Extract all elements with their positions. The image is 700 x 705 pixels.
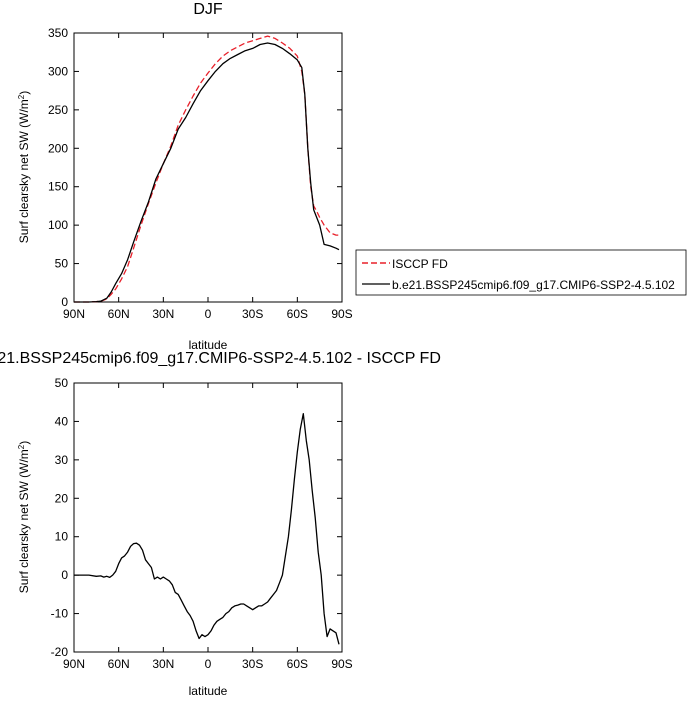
top-series-line-1 bbox=[74, 42, 340, 303]
bottom-y-tick-label: 30 bbox=[55, 453, 69, 467]
bottom-x-tick-label: 90S bbox=[331, 657, 352, 671]
bottom-x-ticks: 90N 60N 30N 0 30S 60S 90S bbox=[63, 383, 353, 671]
top-y-tick-label: 300 bbox=[48, 64, 68, 78]
top-x-tick-label: 30S bbox=[242, 307, 263, 321]
top-y-tick-label: 350 bbox=[48, 26, 68, 40]
top-y-tick-label: 100 bbox=[48, 218, 68, 232]
top-x-tick-label: 60S bbox=[287, 307, 308, 321]
top-series-lines bbox=[74, 35, 340, 303]
bottom-series-line-0 bbox=[74, 413, 340, 645]
top-x-axis-label: latitude bbox=[189, 338, 228, 352]
bottom-y-tick-label: 40 bbox=[55, 414, 69, 428]
bottom-x-tick-label: 0 bbox=[205, 657, 212, 671]
legend-label-isccp: ISCCP FD bbox=[392, 257, 448, 271]
bottom-y-tick-label: 10 bbox=[55, 530, 69, 544]
bottom-y-tick-label: 50 bbox=[55, 376, 69, 390]
bottom-x-axis-label: latitude bbox=[189, 684, 228, 698]
bottom-x-tick-label: 60N bbox=[108, 657, 130, 671]
bottom-x-tick-label: 30N bbox=[152, 657, 174, 671]
bottom-x-tick-label: 90N bbox=[63, 657, 85, 671]
top-x-ticks: 90N 60N 30N 0 30S 60S 90S bbox=[63, 33, 353, 321]
top-y-tick-label: 50 bbox=[55, 257, 69, 271]
top-y-tick-label: 0 bbox=[61, 295, 68, 309]
bottom-y-axis-label: Surf clearsky net SW (W/m2) bbox=[17, 441, 32, 593]
bottom-y-tick-label: 0 bbox=[61, 568, 68, 582]
bottom-panel: b.e21.BSSP245cmip6.f09_g17.CMIP6-SSP2-4.… bbox=[0, 350, 441, 698]
top-y-tick-label: 200 bbox=[48, 141, 68, 155]
bottom-y-tick-label: 20 bbox=[55, 491, 69, 505]
top-y-ticks: 0 50 100 150 200 250 300 350 bbox=[48, 26, 342, 309]
top-x-tick-label: 90N bbox=[63, 307, 85, 321]
bottom-chart-title: b.e21.BSSP245cmip6.f09_g17.CMIP6-SSP2-4.… bbox=[0, 350, 441, 367]
top-y-tick-label: 150 bbox=[48, 180, 68, 194]
bottom-x-tick-label: 60S bbox=[287, 657, 308, 671]
bottom-x-tick-label: 30S bbox=[242, 657, 263, 671]
top-x-tick-label: 0 bbox=[205, 307, 212, 321]
bottom-y-tick-label: -20 bbox=[51, 645, 69, 659]
top-series-line-0 bbox=[74, 35, 339, 303]
top-x-tick-label: 90S bbox=[331, 307, 352, 321]
top-x-tick-label: 60N bbox=[108, 307, 130, 321]
top-legend: ISCCP FD b.e21.BSSP245cmip6.f09_g17.CMIP… bbox=[355, 249, 687, 296]
top-y-tick-label: 250 bbox=[48, 103, 68, 117]
top-x-tick-label: 30N bbox=[152, 307, 174, 321]
legend-label-model: b.e21.BSSP245cmip6.f09_g17.CMIP6-SSP2-4.… bbox=[392, 278, 675, 292]
top-chart-title: DJF bbox=[193, 1, 223, 18]
bottom-series-lines bbox=[74, 413, 340, 645]
top-y-axis-label: Surf clearsky net SW (W/m2) bbox=[17, 91, 32, 243]
top-panel: DJF 0 50 100 150 200 250 300 350 90N 60N 30N 0 30S 6… bbox=[17, 1, 687, 352]
legend-box bbox=[355, 249, 687, 296]
bottom-y-tick-label: -10 bbox=[51, 607, 69, 621]
bottom-y-ticks: -20 -10 0 10 20 30 40 50 bbox=[51, 376, 342, 659]
